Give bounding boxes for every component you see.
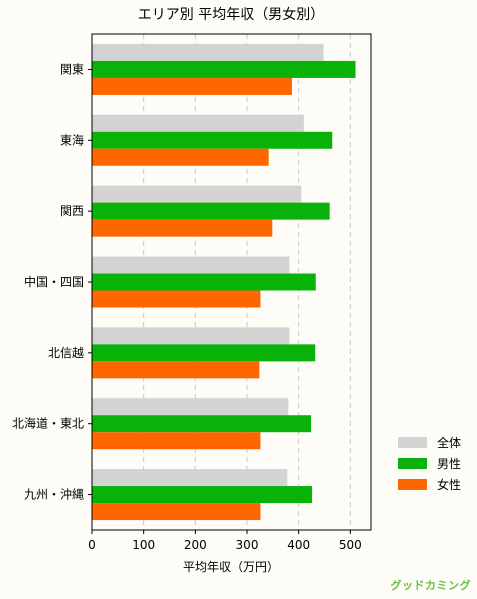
y-tick-label: 関東: [60, 62, 84, 76]
bar-3-0: [92, 256, 290, 274]
bar-6-2: [92, 503, 261, 521]
bar-1-2: [92, 148, 269, 166]
y-tick-label: 北信越: [48, 346, 84, 360]
x-tick-label: 100: [132, 538, 155, 552]
bar-2-1: [92, 202, 330, 220]
bar-4-1: [92, 344, 316, 362]
bar-1-0: [92, 114, 304, 132]
bar-3-1: [92, 273, 316, 291]
y-tick-label: 関西: [60, 204, 84, 218]
legend-swatch-1: [398, 458, 427, 469]
brand-logo: グッドカミング: [390, 579, 471, 592]
x-tick-label: 500: [339, 538, 362, 552]
bar-4-2: [92, 361, 260, 379]
bar-1-1: [92, 131, 333, 149]
y-tick-label: 九州・沖縄: [24, 487, 84, 502]
chart-title: エリア別 平均年収（男女別）: [138, 6, 324, 23]
x-tick-label: 0: [88, 538, 96, 552]
legend-label-1: 男性: [437, 457, 461, 471]
legend-label-2: 女性: [437, 477, 461, 492]
legend-swatch-0: [398, 437, 427, 448]
bar-0-0: [92, 43, 324, 61]
bar-4-0: [92, 327, 290, 345]
x-tick-label: 300: [236, 538, 259, 552]
legend-label-0: 全体: [437, 435, 461, 450]
x-tick-labels: 0 100 200 300 400 500: [88, 530, 362, 552]
bar-5-1: [92, 415, 312, 433]
bar-0-1: [92, 60, 356, 78]
bar-0-2: [92, 77, 292, 95]
bar-2-0: [92, 185, 302, 203]
x-axis-label: 平均年収（万円）: [183, 560, 279, 574]
bar-3-2: [92, 290, 261, 308]
y-tick-label: 中国・四国: [24, 274, 84, 289]
bar-2-2: [92, 219, 273, 237]
x-tick-label: 200: [184, 538, 207, 552]
legend-swatch-2: [398, 479, 427, 490]
x-tick-label: 400: [287, 538, 310, 552]
y-tick-label: 北海道・東北: [12, 416, 84, 431]
bar-5-0: [92, 398, 289, 416]
bar-6-1: [92, 486, 313, 504]
bar-5-2: [92, 432, 261, 450]
bar-6-0: [92, 469, 288, 487]
bars: [92, 43, 356, 521]
y-tick-label: 東海: [60, 132, 84, 147]
